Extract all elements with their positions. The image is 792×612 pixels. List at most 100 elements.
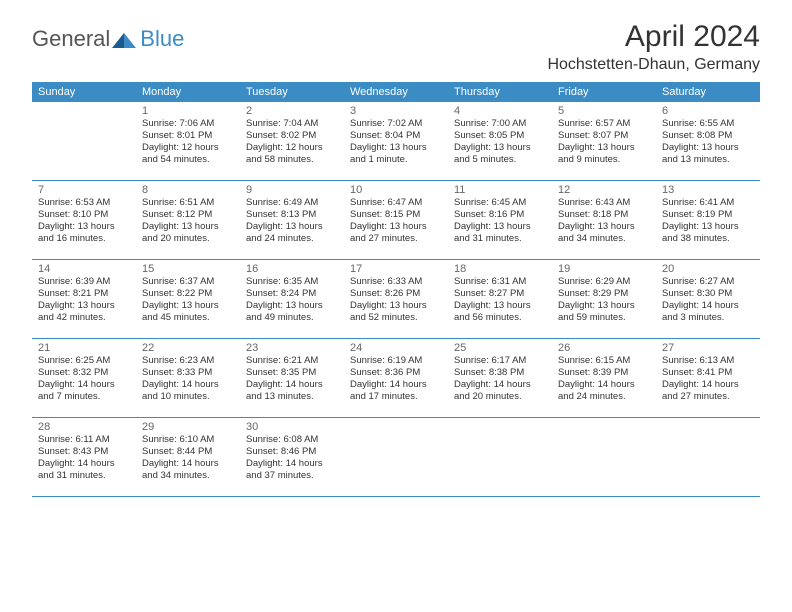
day-number: 5 [558,105,650,117]
day-header-tue: Tuesday [240,82,344,102]
logo: General Blue [32,26,184,52]
day-daylight1: Daylight: 14 hours [454,379,546,391]
day-daylight2: and 13 minutes. [662,154,754,166]
day-cell: 24Sunrise: 6:19 AMSunset: 8:36 PMDayligh… [344,339,448,417]
day-sunrise: Sunrise: 6:49 AM [246,197,338,209]
day-header-mon: Monday [136,82,240,102]
day-sunrise: Sunrise: 6:25 AM [38,355,130,367]
title-location: Hochstetten-Dhaun, Germany [547,56,760,74]
day-sunset: Sunset: 8:04 PM [350,130,442,142]
day-daylight2: and 20 minutes. [142,233,234,245]
day-daylight2: and 34 minutes. [142,470,234,482]
day-header-row: Sunday Monday Tuesday Wednesday Thursday… [32,82,760,102]
day-cell [656,418,760,496]
day-header-thu: Thursday [448,82,552,102]
day-cell: 21Sunrise: 6:25 AMSunset: 8:32 PMDayligh… [32,339,136,417]
day-cell: 4Sunrise: 7:00 AMSunset: 8:05 PMDaylight… [448,102,552,180]
day-number: 19 [558,263,650,275]
day-sunset: Sunset: 8:22 PM [142,288,234,300]
day-cell: 9Sunrise: 6:49 AMSunset: 8:13 PMDaylight… [240,181,344,259]
day-daylight1: Daylight: 13 hours [350,221,442,233]
day-sunset: Sunset: 8:44 PM [142,446,234,458]
day-sunset: Sunset: 8:13 PM [246,209,338,221]
day-daylight1: Daylight: 13 hours [246,221,338,233]
logo-text-1: General [32,26,110,52]
logo-triangle-icon [110,30,138,50]
day-cell: 16Sunrise: 6:35 AMSunset: 8:24 PMDayligh… [240,260,344,338]
day-daylight1: Daylight: 13 hours [558,142,650,154]
day-sunset: Sunset: 8:18 PM [558,209,650,221]
day-cell: 26Sunrise: 6:15 AMSunset: 8:39 PMDayligh… [552,339,656,417]
day-cell: 30Sunrise: 6:08 AMSunset: 8:46 PMDayligh… [240,418,344,496]
day-header-sun: Sunday [32,82,136,102]
day-number: 2 [246,105,338,117]
day-daylight2: and 31 minutes. [454,233,546,245]
day-sunset: Sunset: 8:07 PM [558,130,650,142]
day-sunrise: Sunrise: 6:55 AM [662,118,754,130]
day-number: 13 [662,184,754,196]
day-daylight1: Daylight: 13 hours [350,300,442,312]
day-cell: 3Sunrise: 7:02 AMSunset: 8:04 PMDaylight… [344,102,448,180]
week-row: 14Sunrise: 6:39 AMSunset: 8:21 PMDayligh… [32,260,760,339]
day-number: 30 [246,421,338,433]
day-cell: 17Sunrise: 6:33 AMSunset: 8:26 PMDayligh… [344,260,448,338]
day-sunrise: Sunrise: 6:35 AM [246,276,338,288]
day-sunset: Sunset: 8:01 PM [142,130,234,142]
day-daylight2: and 54 minutes. [142,154,234,166]
day-daylight2: and 7 minutes. [38,391,130,403]
day-daylight1: Daylight: 13 hours [38,300,130,312]
day-number: 16 [246,263,338,275]
day-sunrise: Sunrise: 7:00 AM [454,118,546,130]
day-cell: 28Sunrise: 6:11 AMSunset: 8:43 PMDayligh… [32,418,136,496]
day-header-wed: Wednesday [344,82,448,102]
day-sunrise: Sunrise: 6:31 AM [454,276,546,288]
day-sunrise: Sunrise: 6:08 AM [246,434,338,446]
day-number: 18 [454,263,546,275]
day-sunset: Sunset: 8:19 PM [662,209,754,221]
day-daylight2: and 38 minutes. [662,233,754,245]
header: General Blue April 2024 Hochstetten-Dhau… [32,20,760,74]
day-cell: 14Sunrise: 6:39 AMSunset: 8:21 PMDayligh… [32,260,136,338]
day-header-fri: Friday [552,82,656,102]
day-number: 15 [142,263,234,275]
day-daylight2: and 49 minutes. [246,312,338,324]
day-cell [32,102,136,180]
day-sunset: Sunset: 8:08 PM [662,130,754,142]
day-sunset: Sunset: 8:46 PM [246,446,338,458]
day-daylight2: and 13 minutes. [246,391,338,403]
day-sunrise: Sunrise: 6:17 AM [454,355,546,367]
day-number: 23 [246,342,338,354]
day-daylight1: Daylight: 14 hours [142,379,234,391]
day-daylight1: Daylight: 14 hours [662,379,754,391]
day-sunset: Sunset: 8:12 PM [142,209,234,221]
day-sunrise: Sunrise: 7:06 AM [142,118,234,130]
day-number: 12 [558,184,650,196]
day-sunset: Sunset: 8:35 PM [246,367,338,379]
day-number: 7 [38,184,130,196]
day-daylight2: and 59 minutes. [558,312,650,324]
day-daylight2: and 45 minutes. [142,312,234,324]
day-sunset: Sunset: 8:29 PM [558,288,650,300]
day-sunset: Sunset: 8:24 PM [246,288,338,300]
day-sunrise: Sunrise: 6:15 AM [558,355,650,367]
day-daylight1: Daylight: 13 hours [558,300,650,312]
day-daylight1: Daylight: 13 hours [454,300,546,312]
day-daylight1: Daylight: 13 hours [558,221,650,233]
day-number: 11 [454,184,546,196]
day-sunset: Sunset: 8:02 PM [246,130,338,142]
day-number: 17 [350,263,442,275]
day-cell: 19Sunrise: 6:29 AMSunset: 8:29 PMDayligh… [552,260,656,338]
day-number: 24 [350,342,442,354]
day-cell: 15Sunrise: 6:37 AMSunset: 8:22 PMDayligh… [136,260,240,338]
day-sunrise: Sunrise: 6:13 AM [662,355,754,367]
day-sunrise: Sunrise: 6:45 AM [454,197,546,209]
day-daylight1: Daylight: 14 hours [38,379,130,391]
day-number: 29 [142,421,234,433]
day-number: 1 [142,105,234,117]
day-daylight1: Daylight: 13 hours [246,300,338,312]
day-cell: 13Sunrise: 6:41 AMSunset: 8:19 PMDayligh… [656,181,760,259]
day-cell [448,418,552,496]
day-cell: 29Sunrise: 6:10 AMSunset: 8:44 PMDayligh… [136,418,240,496]
day-daylight2: and 24 minutes. [246,233,338,245]
day-cell: 7Sunrise: 6:53 AMSunset: 8:10 PMDaylight… [32,181,136,259]
